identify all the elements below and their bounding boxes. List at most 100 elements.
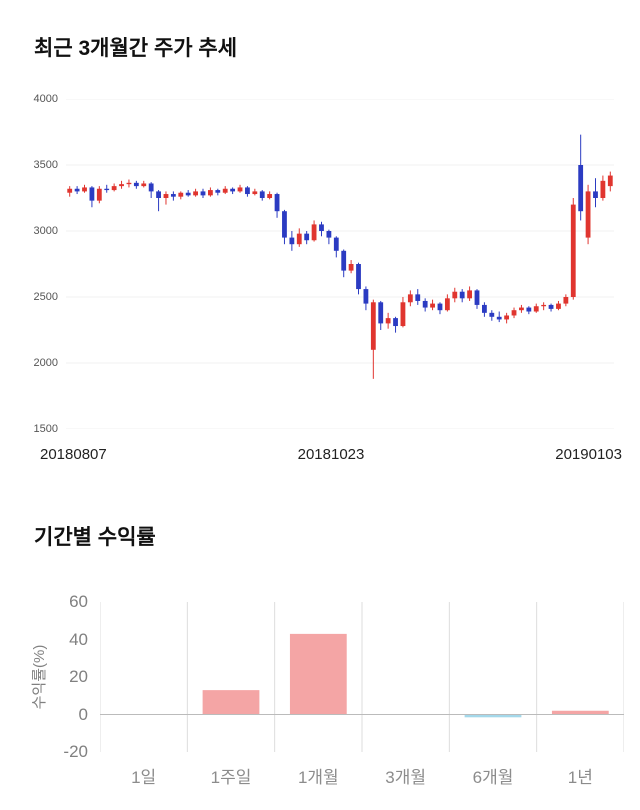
candle-body (578, 165, 584, 212)
candle-body (437, 303, 443, 311)
candle-body (600, 180, 606, 198)
candle-body (193, 191, 198, 196)
price-axis-tick: 2500 (33, 291, 58, 303)
candle-body (156, 191, 161, 198)
returns-axis-tick: 0 (78, 704, 88, 724)
price-axis-tick: 4000 (33, 93, 58, 105)
returns-axis-tick: 60 (69, 592, 88, 611)
candle-body (222, 188, 228, 193)
candle-body (282, 211, 287, 238)
candle-body (252, 191, 258, 195)
candle-body (459, 291, 465, 299)
price-axis-tick: 3500 (33, 159, 58, 171)
candle-body (452, 291, 458, 299)
candle-body (141, 183, 147, 187)
candle-body (370, 302, 376, 350)
candle-body (467, 290, 472, 299)
candle-body (415, 294, 421, 301)
candle-body (126, 182, 132, 185)
candle-body (304, 233, 310, 241)
bar (202, 690, 260, 715)
candle-body (407, 294, 413, 303)
period-label: 3개월 (385, 768, 427, 787)
candle-body (326, 231, 332, 238)
candle-body (200, 191, 206, 196)
candle-body (430, 303, 435, 308)
candle-body (385, 318, 391, 324)
candle-body (489, 312, 495, 317)
returns-chart-title: 기간별 수익률 (34, 526, 156, 549)
candle-body (607, 175, 613, 187)
candle-body (496, 316, 502, 320)
candle-body (111, 186, 117, 191)
candle-body (104, 188, 110, 191)
candle-body (178, 192, 184, 197)
candle-body (585, 191, 591, 238)
candle-body (570, 204, 576, 297)
candle-body (526, 307, 532, 312)
candle-body (378, 302, 384, 324)
period-label: 1개월 (297, 768, 339, 787)
bar-plot (100, 602, 624, 752)
candle-body (533, 306, 539, 312)
candle-body (296, 233, 302, 245)
candle-body (74, 188, 80, 192)
candle-body (96, 188, 102, 201)
candle-body (393, 318, 398, 327)
candle-body (163, 194, 169, 198)
price-axis-tick: 2000 (33, 357, 58, 369)
candle-body (208, 190, 213, 196)
candle-body (185, 192, 191, 196)
candle-body (230, 188, 236, 192)
price-chart-title: 최근 3개월간 주가 추세 (34, 37, 238, 60)
candle-body (82, 187, 87, 192)
candle-body (541, 304, 547, 307)
candle-body (474, 290, 480, 305)
candle-body (341, 250, 347, 271)
candle-body (356, 264, 361, 290)
candle-body (593, 191, 598, 198)
period-label: 1주일 (210, 768, 252, 787)
candle-body (444, 298, 450, 311)
price-axis-tick: 1500 (33, 423, 58, 435)
candle-body (119, 184, 124, 187)
candle-body (133, 182, 139, 187)
candle-body (504, 315, 510, 320)
candle-body (563, 297, 569, 304)
returns-axis-tick: -20 (63, 742, 88, 761)
date-tick-mid: 20181023 (297, 446, 365, 463)
period-label: 1일 (131, 768, 157, 787)
candle-body (170, 194, 176, 197)
candle-body (289, 237, 295, 245)
candle-body (215, 190, 221, 193)
date-tick-start: 20180807 (40, 446, 107, 463)
candle-body (274, 194, 280, 212)
candle-body (348, 264, 354, 271)
candle-body (245, 187, 250, 195)
candle-body (333, 237, 339, 251)
candle-body (511, 310, 517, 316)
price-axis-tick: 3000 (33, 225, 58, 237)
candle-body (148, 183, 154, 192)
candle-body (89, 187, 95, 201)
candlestick-plot (66, 99, 614, 429)
returns-axis-tick: 40 (69, 629, 88, 649)
date-tick-end: 20190103 (555, 446, 622, 463)
candle-body (363, 289, 369, 304)
candle-body (519, 307, 524, 311)
candle-body (548, 304, 554, 309)
returns-axis-tick: 20 (69, 667, 88, 686)
date-axis: 20180807 20181023 20190103 (40, 446, 622, 463)
candle-body (400, 302, 406, 327)
candle-body (311, 224, 317, 241)
bar (464, 714, 522, 718)
candle-body (422, 300, 428, 308)
candle-body (237, 187, 243, 192)
candle-body (67, 188, 73, 193)
candle-body (556, 303, 561, 309)
candle-body (319, 224, 324, 231)
candle-body (267, 194, 273, 198)
bar (289, 633, 347, 715)
candle-body (482, 304, 487, 313)
